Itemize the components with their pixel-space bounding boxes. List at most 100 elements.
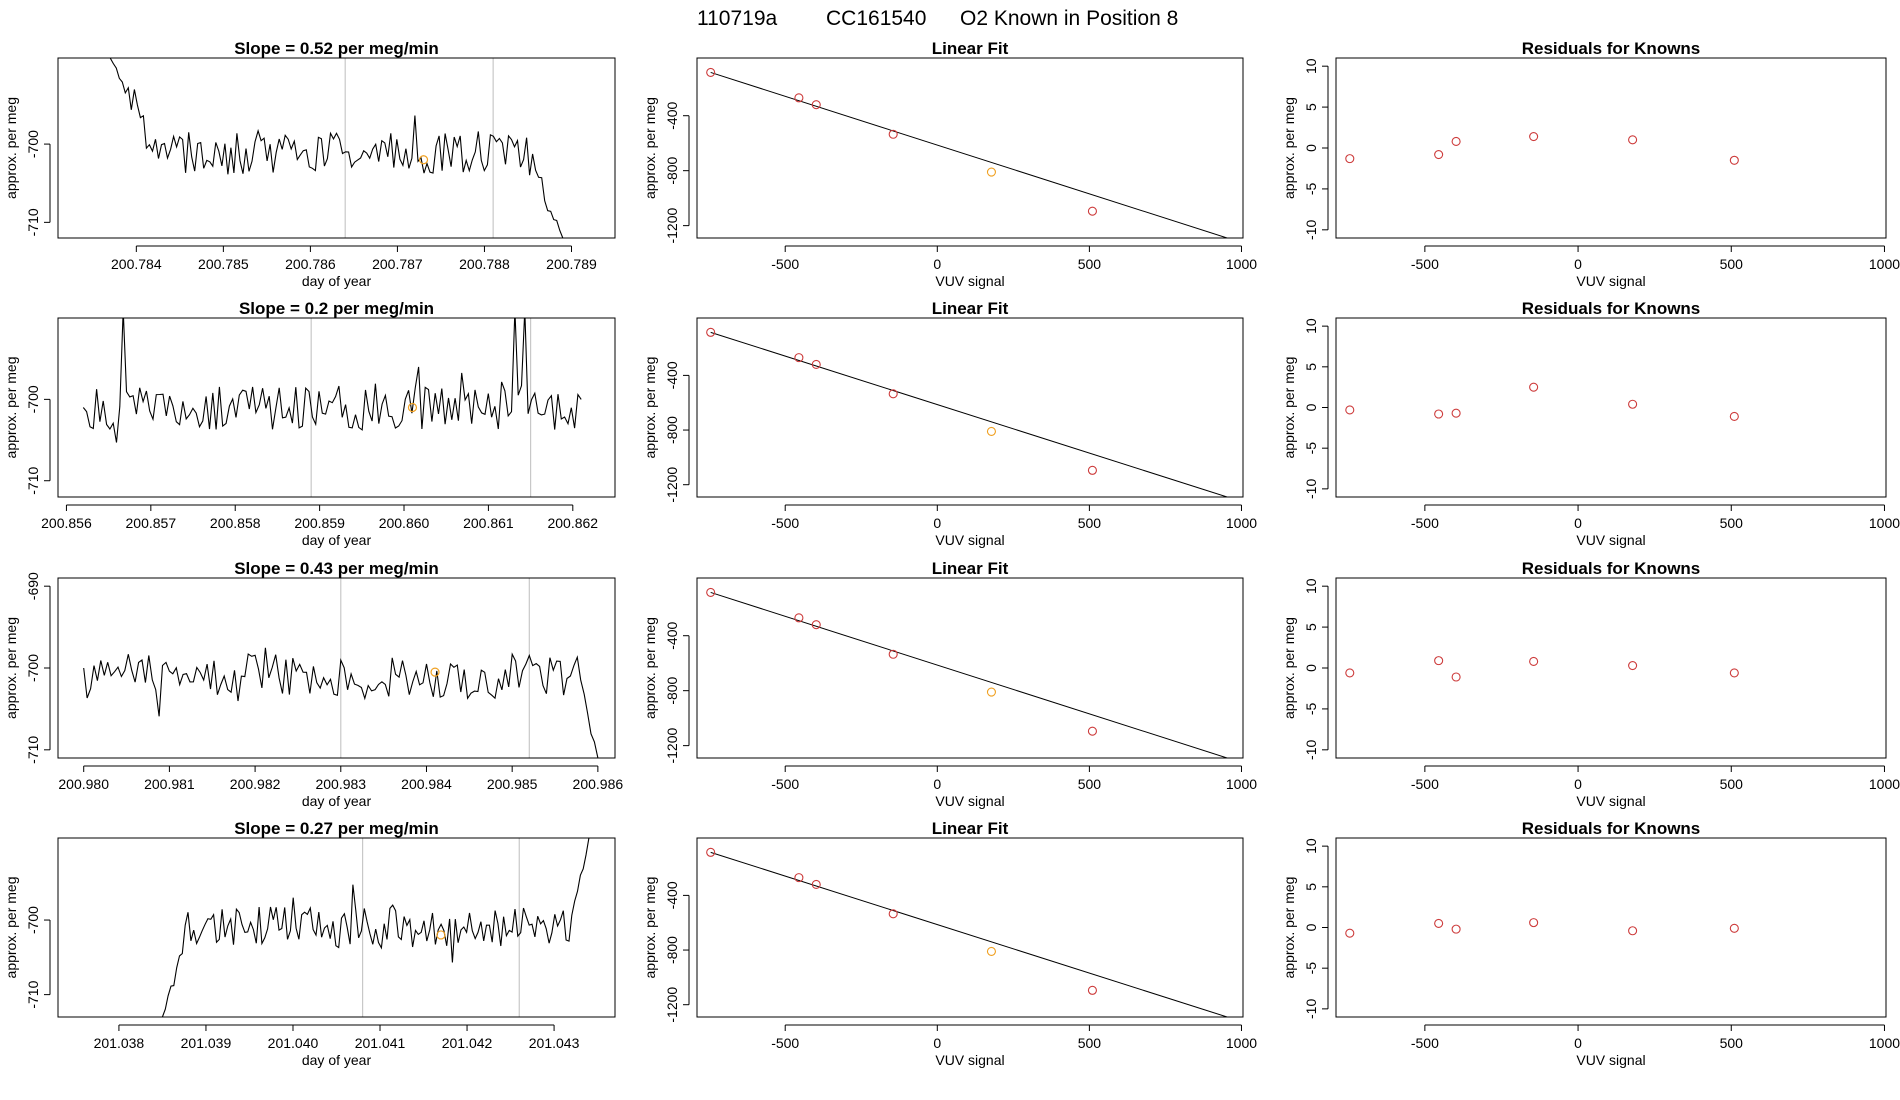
plot-data <box>706 67 1229 238</box>
y-axis-label: approx. per meg <box>642 357 658 459</box>
x-axis: -500 0 500 1000 VUV signal <box>1411 245 1900 289</box>
data-point <box>888 909 898 919</box>
y-tick-label: -10 <box>1303 999 1319 1019</box>
data-point <box>888 129 898 139</box>
data-point <box>1729 923 1739 933</box>
x-tick-label: -500 <box>1411 256 1439 272</box>
figure-header: 110719a CC161540 O2 Known in Position 8 <box>697 7 1178 30</box>
chart-panel-r3-c2: Linear Fit -500 0 500 1000 VUV signal -400 -800… <box>642 559 1257 809</box>
y-tick-label: -10 <box>1303 479 1319 499</box>
data-point <box>1628 399 1638 409</box>
y-axis-label: approx. per meg <box>1281 617 1297 719</box>
data-point <box>811 879 821 890</box>
chart-title: Linear Fit <box>932 559 1009 578</box>
data-point <box>1729 155 1739 165</box>
x-tick-label: 1000 <box>1869 776 1900 792</box>
y-tick-label: -1200 <box>664 208 680 244</box>
plot-frame <box>1335 577 1887 759</box>
x-tick-label: 200.859 <box>294 515 345 531</box>
plot-frame <box>57 317 616 498</box>
y-axis-label: approx. per meg <box>1281 357 1297 459</box>
y-tick-label: -5 <box>1303 442 1319 455</box>
data-point <box>1529 131 1539 142</box>
y-tick-label: -10 <box>1303 219 1319 239</box>
x-tick-label: 500 <box>1720 256 1744 272</box>
y-axis: -700 -710 approx. per meg <box>3 97 51 236</box>
data-point <box>1087 726 1097 736</box>
y-axis: -690 -700 -710 approx. per meg <box>3 572 51 764</box>
data-point <box>1087 206 1097 216</box>
y-tick-label: -700 <box>25 130 41 158</box>
x-tick-label: 200.789 <box>546 256 597 272</box>
x-axis-label: VUV signal <box>1576 793 1645 809</box>
x-tick-label: 200.983 <box>315 776 366 792</box>
x-tick-label: 0 <box>933 256 941 272</box>
chart-title: Slope = 0.52 per meg/min <box>234 39 439 58</box>
x-tick-label: 200.857 <box>126 515 177 531</box>
x-tick-label: 200.860 <box>379 515 430 531</box>
data-point <box>1451 136 1461 147</box>
data-point <box>1087 985 1097 995</box>
x-axis: -500 0 500 1000 VUV signal <box>771 504 1257 548</box>
chart-title: Linear Fit <box>932 819 1009 838</box>
data-point <box>1345 405 1355 415</box>
x-axis: -500 0 500 1000 VUV signal <box>1411 504 1900 548</box>
y-tick-label: -700 <box>25 654 41 682</box>
y-axis-label: approx. per meg <box>642 97 658 199</box>
x-axis: -500 0 500 1000 VUV signal <box>771 1024 1257 1068</box>
data-point <box>1729 411 1739 422</box>
data-point <box>1628 135 1638 145</box>
y-axis-label: approx. per meg <box>3 357 19 459</box>
plot-data <box>706 847 1229 1017</box>
x-axis-label: day of year <box>302 273 372 289</box>
y-tick-label: -800 <box>664 676 680 704</box>
plot-frame <box>696 577 1244 759</box>
x-axis: 200.980 200.981 200.982 200.983 200.984 200.9… <box>58 765 623 809</box>
plot-frame <box>57 577 616 759</box>
data-point <box>1628 660 1638 671</box>
x-axis-label: VUV signal <box>1576 273 1645 289</box>
y-tick-label: 10 <box>1303 838 1319 854</box>
x-axis-label: VUV signal <box>935 532 1004 548</box>
x-tick-label: 200.980 <box>58 776 109 792</box>
fit-line <box>710 591 1229 758</box>
x-axis-label: VUV signal <box>935 273 1004 289</box>
x-axis-label: VUV signal <box>935 793 1004 809</box>
y-tick-label: 10 <box>1303 578 1319 594</box>
x-axis: -500 0 500 1000 VUV signal <box>771 765 1257 809</box>
plot-frame <box>696 317 1244 498</box>
data-point <box>1451 924 1461 934</box>
x-tick-label: 1000 <box>1869 256 1900 272</box>
fit-line <box>710 71 1229 238</box>
x-tick-label: 0 <box>1574 515 1582 531</box>
y-tick-label: -700 <box>25 385 41 413</box>
y-axis-label: approx. per meg <box>3 97 19 199</box>
y-tick-label: -1200 <box>664 987 680 1023</box>
data-point <box>706 67 716 77</box>
y-axis-label: approx. per meg <box>3 877 19 979</box>
y-tick-label: 5 <box>1303 103 1319 111</box>
y-axis-label: approx. per meg <box>1281 877 1297 979</box>
x-tick-label: 200.862 <box>547 515 598 531</box>
x-axis-label: day of year <box>302 532 372 548</box>
y-axis: 10 5 0 -5 -10 approx. per meg <box>1281 318 1329 499</box>
y-tick-label: -5 <box>1303 182 1319 195</box>
y-axis: -700 -710 approx. per meg <box>3 357 51 495</box>
x-tick-label: 0 <box>933 1035 941 1051</box>
header-label: O2 Known in Position 8 <box>960 7 1178 30</box>
known-point <box>986 687 996 697</box>
x-tick-label: 500 <box>1078 776 1102 792</box>
x-tick-label: 201.040 <box>268 1035 319 1051</box>
plot-data <box>82 318 582 497</box>
y-tick-label: -800 <box>664 936 680 964</box>
x-tick-label: 0 <box>1574 256 1582 272</box>
y-tick-label: -400 <box>664 101 680 129</box>
x-tick-label: 201.042 <box>442 1035 493 1051</box>
x-tick-label: 200.982 <box>230 776 281 792</box>
y-axis: 10 5 0 -5 -10 approx. per meg <box>1281 58 1329 240</box>
x-tick-label: -500 <box>771 256 799 272</box>
x-axis: 200.856 200.857 200.858 200.859 200.860 200.8… <box>41 504 598 548</box>
data-point <box>794 353 804 363</box>
